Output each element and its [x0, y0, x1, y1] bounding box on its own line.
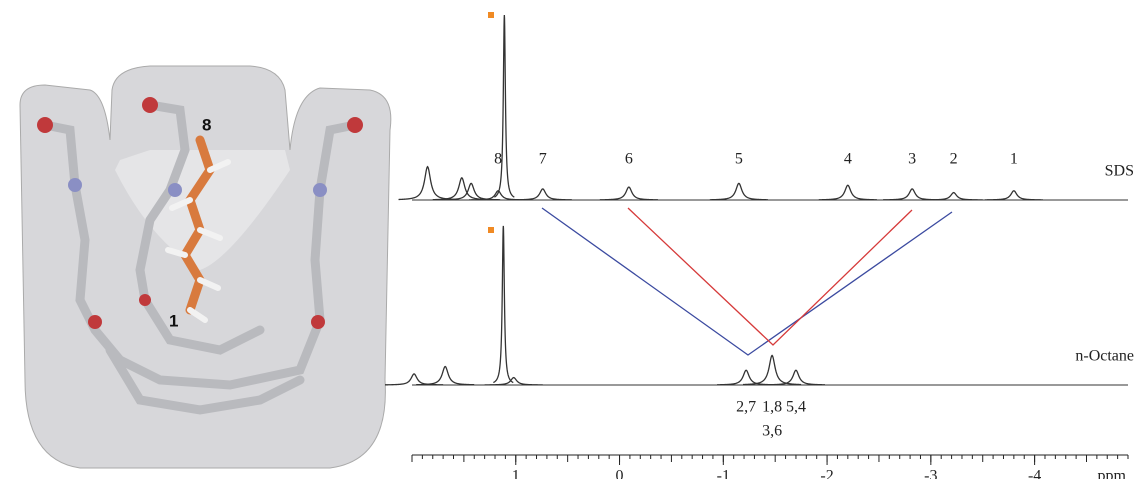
peak [767, 370, 825, 385]
atom-label: 8 [202, 115, 211, 134]
peak [883, 189, 941, 200]
peak-label: 8 [494, 151, 502, 168]
peak [485, 378, 543, 385]
peak-label: 2 [950, 151, 958, 168]
peak-label: 5 [735, 151, 743, 168]
peak-label: 1 [1010, 151, 1018, 168]
peak [494, 15, 514, 197]
reference-marker [488, 227, 494, 233]
peak-label: 7 [539, 151, 547, 168]
correlation-line [628, 208, 912, 345]
x-tick-label: -3 [924, 468, 937, 479]
peak [819, 185, 877, 200]
peak-label: 4 [844, 151, 852, 168]
peak-label: 2,7 [736, 399, 756, 416]
peak-label: 3,6 [762, 423, 782, 440]
reference-marker [488, 12, 494, 18]
series-label: SDS [1105, 163, 1134, 180]
correlation-lines [542, 208, 952, 355]
x-tick-label: -4 [1028, 468, 1041, 479]
x-tick-label: -1 [717, 468, 730, 479]
peak-label: 6 [625, 151, 633, 168]
peak [493, 226, 513, 383]
peak [710, 183, 768, 199]
peak [985, 191, 1043, 200]
peak [514, 189, 572, 200]
series-label: n-Octane [1075, 348, 1134, 365]
x-tick-label: 0 [616, 468, 624, 479]
atom-label: 1 [169, 311, 178, 330]
peak [433, 178, 491, 200]
figure: 8 1 1 0 -1 -2 -3 -4 ppm SDS 8 7 6 5 4 3 2 1 n-Octane 2,7 1… [0, 0, 1140, 479]
peak [399, 167, 457, 200]
peak-label: 1,8 [762, 399, 782, 416]
peak [416, 367, 474, 385]
molecule-model: 8 1 [20, 66, 391, 468]
peak-label: 3 [908, 151, 916, 168]
x-tick-label: -2 [820, 468, 833, 479]
x-axis-label: ppm [1098, 468, 1127, 479]
peak [600, 187, 658, 200]
peak [925, 193, 983, 200]
x-tick-label: 1 [512, 468, 520, 479]
peak-label: 5,4 [786, 399, 806, 416]
